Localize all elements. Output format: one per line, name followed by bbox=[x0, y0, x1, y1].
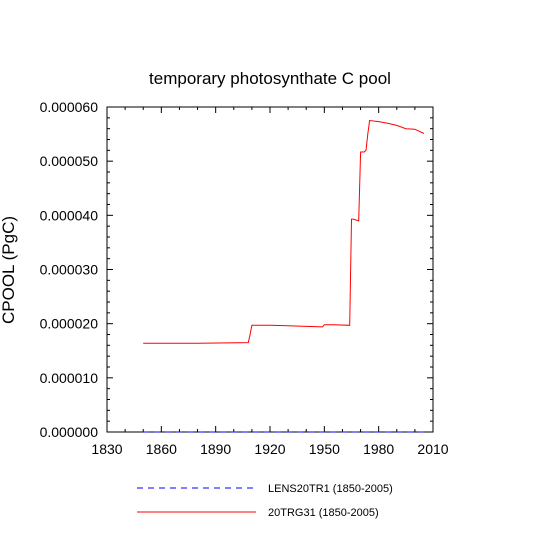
plot-frame bbox=[106, 106, 434, 433]
x-tick-label: 1830 bbox=[91, 441, 122, 457]
y-tick-label: 0.000060 bbox=[40, 99, 99, 115]
x-tick-label: 2010 bbox=[417, 441, 448, 457]
x-tick-label: 1860 bbox=[146, 441, 177, 457]
y-axis-label: CPOOL (PgC) bbox=[0, 216, 18, 324]
y-tick-label: 0.000040 bbox=[40, 207, 99, 223]
chart-title: temporary photosynthate C pool bbox=[149, 69, 391, 88]
y-tick-label: 0.000020 bbox=[40, 316, 99, 332]
y-tick-label: 0.000030 bbox=[40, 262, 99, 278]
x-tick-label: 1890 bbox=[200, 441, 231, 457]
y-tick-label: 0.000010 bbox=[40, 370, 99, 386]
series-layer bbox=[143, 119, 425, 433]
x-tick-label: 1950 bbox=[309, 441, 340, 457]
legend-label-2: 20TRG31 (1850-2005) bbox=[268, 507, 379, 519]
x-tick-label: 1980 bbox=[363, 441, 394, 457]
axes: 1830 1860 1890 1920 1950 1980 2010 0.000000 0.00… bbox=[40, 99, 449, 457]
legend: LENS20TR1 (1850-2005) 20TRG31 (1850-2005) bbox=[137, 483, 393, 519]
x-tick-label: 1920 bbox=[254, 441, 285, 457]
legend-label-1: LENS20TR1 (1850-2005) bbox=[268, 483, 393, 495]
y-tick-label: 0.000050 bbox=[40, 153, 99, 169]
series-line-2 bbox=[143, 119, 425, 344]
y-tick-label: 0.000000 bbox=[40, 424, 99, 440]
